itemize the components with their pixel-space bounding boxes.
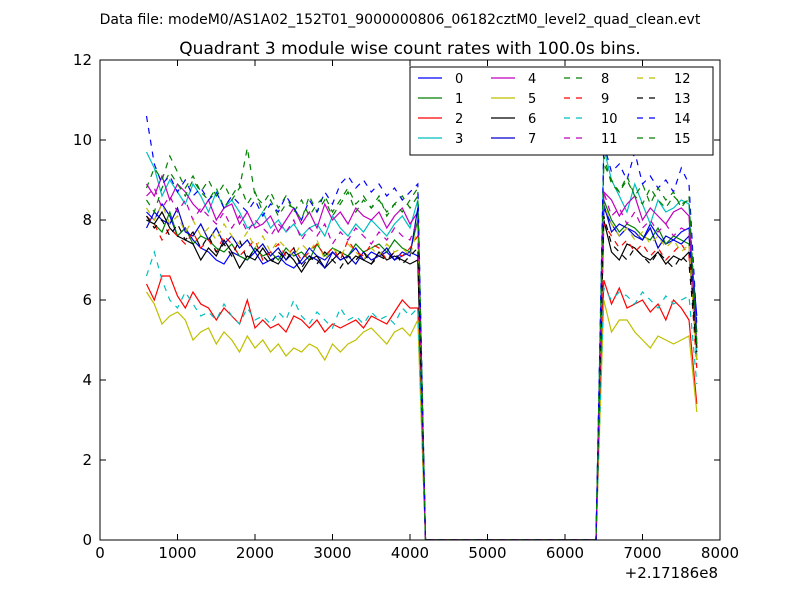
legend-label-10: 10 (601, 112, 618, 127)
legend-label-3: 3 (455, 132, 463, 147)
series-line-15 (145, 147, 698, 540)
x-offset-label: +2.17186e8 (625, 564, 718, 582)
legend-label-15: 15 (674, 132, 691, 147)
x-tick-label: 1000 (158, 544, 196, 562)
y-tick-label: 0 (82, 531, 92, 549)
legend-label-4: 4 (528, 72, 536, 87)
x-tick-label: 5000 (468, 544, 506, 562)
legend-label-1: 1 (455, 92, 463, 107)
x-tick-label: 7000 (623, 544, 661, 562)
x-tick-label: 8000 (701, 544, 739, 562)
chart-title: Quadrant 3 module wise count rates with … (179, 39, 640, 59)
x-tick-label: 2000 (236, 544, 274, 562)
y-tick-label: 2 (82, 451, 92, 469)
y-tick-label: 12 (73, 51, 92, 69)
legend-label-6: 6 (528, 112, 536, 127)
legend-label-12: 12 (674, 72, 691, 87)
legend-label-11: 11 (601, 132, 618, 147)
legend-label-14: 14 (674, 112, 691, 127)
series-line-11 (146, 186, 698, 540)
x-tick-label: 4000 (391, 544, 429, 562)
y-tick-label: 10 (73, 131, 92, 149)
legend-label-9: 9 (601, 92, 609, 107)
legend-frame (409, 66, 714, 156)
legend-label-0: 0 (455, 72, 463, 87)
x-tick-label: 0 (95, 544, 105, 562)
legend-label-7: 7 (528, 132, 536, 147)
legend-label-5: 5 (528, 92, 536, 107)
series-line-10 (145, 249, 698, 540)
legend-label-8: 8 (601, 72, 609, 87)
y-tick-label: 8 (82, 211, 92, 229)
y-tick-label: 4 (82, 371, 92, 389)
x-tick-label: 6000 (546, 544, 584, 562)
chart-suptitle: Data file: modeM0/AS1A02_152T01_90000008… (100, 12, 701, 28)
series-line-5 (145, 291, 698, 540)
axes-ticks: 0 1000 2000 3000 4000 5000 6000 7000 80000246810… (73, 51, 739, 562)
x-tick-label: 3000 (313, 544, 351, 562)
legend-label-13: 13 (674, 92, 691, 107)
series-layer (145, 115, 698, 540)
y-tick-label: 6 (82, 291, 92, 309)
legend-label-2: 2 (455, 112, 463, 127)
